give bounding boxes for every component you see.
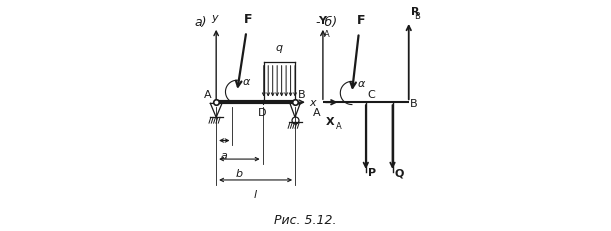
Text: F: F [244, 12, 252, 25]
Text: X: X [326, 117, 335, 127]
Text: A: A [204, 89, 212, 99]
Text: Рис. 5.12.: Рис. 5.12. [274, 213, 337, 226]
Text: - б): - б) [316, 16, 337, 29]
Text: A: A [324, 30, 329, 39]
Text: D: D [258, 107, 267, 117]
Text: A: A [336, 121, 342, 130]
Text: P: P [368, 167, 376, 177]
Text: x: x [309, 98, 316, 108]
Text: l: l [254, 189, 257, 199]
Text: q: q [276, 43, 283, 53]
Text: B: B [414, 12, 420, 21]
Text: y: y [211, 13, 218, 23]
Text: Q: Q [394, 167, 404, 177]
Text: $\alpha$: $\alpha$ [242, 77, 251, 87]
Text: C: C [367, 89, 375, 99]
Text: F: F [356, 14, 365, 27]
Text: R: R [411, 7, 419, 17]
Text: b: b [236, 169, 243, 179]
Text: a: a [221, 150, 228, 160]
Text: $\alpha$: $\alpha$ [357, 79, 366, 89]
Text: B: B [410, 99, 418, 109]
Text: Y: Y [318, 15, 326, 25]
Text: A: A [312, 107, 320, 117]
Text: B: B [298, 89, 305, 99]
Text: a): a) [194, 16, 207, 29]
